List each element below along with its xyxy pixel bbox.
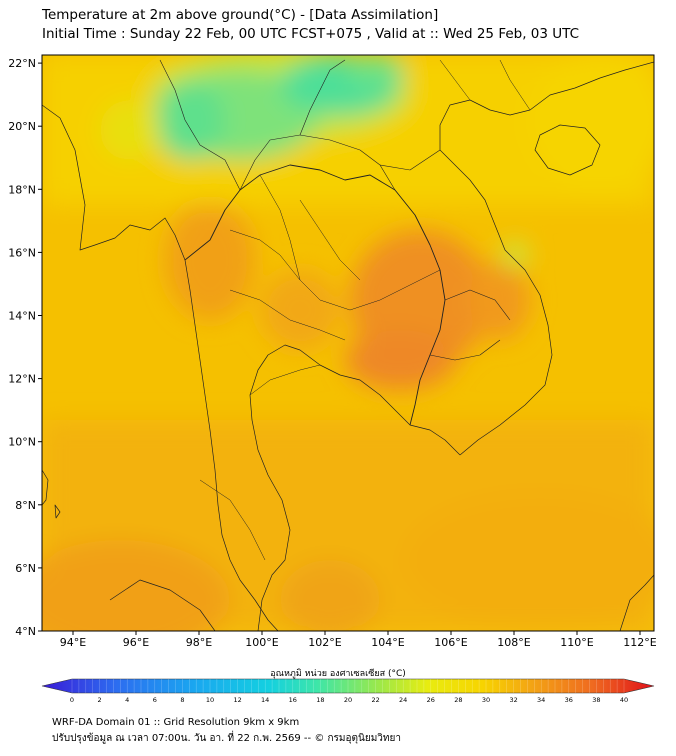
colorbar-tick-label: 34 xyxy=(537,696,545,704)
lat-tick-label: 16°N xyxy=(8,246,36,259)
colorbar-tick-label: 30 xyxy=(482,696,490,704)
lat-tick-label: 10°N xyxy=(8,436,36,449)
latitude-axis: 4°N 6°N 8°N 10°N 12°N 14°N 16°N 18°N 20°N 22°N xyxy=(8,57,42,638)
lon-tick-label: 94°E xyxy=(60,636,86,649)
lat-tick-label: 18°N xyxy=(8,183,36,196)
longitude-axis: 94°E 96°E 98°E 100°E 102°E 104°E 106°E 108°E 110… xyxy=(60,631,657,649)
colorbar-tick-label: 18 xyxy=(316,696,324,704)
colorbar-ticks: 0 2 4 6 8 10 12 14 16 18 20 22 24 26 28 30 32 34 36 38 40 xyxy=(70,679,628,704)
colorbar-bar xyxy=(41,678,655,694)
colorbar-tick-label: 32 xyxy=(509,696,517,704)
lon-tick-label: 102°E xyxy=(308,636,341,649)
lon-tick-label: 98°E xyxy=(186,636,212,649)
lon-tick-label: 100°E xyxy=(245,636,278,649)
colorbar-tick-label: 40 xyxy=(620,696,628,704)
lat-tick-label: 4°N xyxy=(15,625,36,638)
colorbar-tick-label: 36 xyxy=(565,696,573,704)
colorbar-tick-label: 28 xyxy=(454,696,462,704)
lon-tick-label: 106°E xyxy=(434,636,467,649)
lon-tick-label: 104°E xyxy=(371,636,404,649)
lat-tick-label: 12°N xyxy=(8,373,36,386)
lat-tick-label: 8°N xyxy=(15,499,36,512)
colorbar-tick-label: 16 xyxy=(289,696,297,704)
colorbar-tick-label: 26 xyxy=(427,696,435,704)
colorbar-tick-label: 4 xyxy=(125,696,129,704)
colorbar-tick-label: 14 xyxy=(261,696,269,704)
lon-tick-label: 112°E xyxy=(623,636,656,649)
colorbar-tick-label: 38 xyxy=(592,696,600,704)
footer-update-info: ปรับปรุงข้อมูล ณ เวลา 07:00น. วัน อา. ที… xyxy=(52,733,401,744)
map-frame xyxy=(41,54,655,632)
lon-tick-label: 108°E xyxy=(497,636,530,649)
footer-model-info: WRF-DA Domain 01 :: Grid Resolution 9km … xyxy=(52,717,300,728)
lat-tick-label: 20°N xyxy=(8,120,36,133)
colorbar: 0 2 4 6 8 10 12 14 16 18 20 22 24 26 28 30 32 34 36 38 40 xyxy=(41,678,655,704)
colorbar-label: อุณหภูมิ หน่วย องศาเซลเซียส (°C) xyxy=(270,669,406,679)
lon-tick-label: 96°E xyxy=(123,636,149,649)
colorbar-tick-label: 20 xyxy=(344,696,352,704)
colorbar-tick-label: 12 xyxy=(233,696,241,704)
colorbar-tick-label: 0 xyxy=(70,696,74,704)
lat-tick-label: 6°N xyxy=(15,562,36,575)
lon-tick-label: 110°E xyxy=(560,636,593,649)
chart-title: Temperature at 2m above ground(°C) - [Da… xyxy=(42,7,439,23)
colorbar-tick-label: 24 xyxy=(399,696,407,704)
colorbar-tick-label: 2 xyxy=(98,696,102,704)
chart-subtitle: Initial Time : Sunday 22 Feb, 00 UTC FCS… xyxy=(42,26,580,42)
temperature-field xyxy=(42,55,654,631)
lat-tick-label: 22°N xyxy=(8,57,36,70)
coastlines xyxy=(42,59,654,631)
colorbar-tick-label: 22 xyxy=(371,696,379,704)
lat-tick-label: 14°N xyxy=(8,310,36,323)
colorbar-tick-label: 8 xyxy=(180,696,184,704)
colorbar-tick-label: 6 xyxy=(153,696,157,704)
colorbar-tick-label: 10 xyxy=(206,696,214,704)
